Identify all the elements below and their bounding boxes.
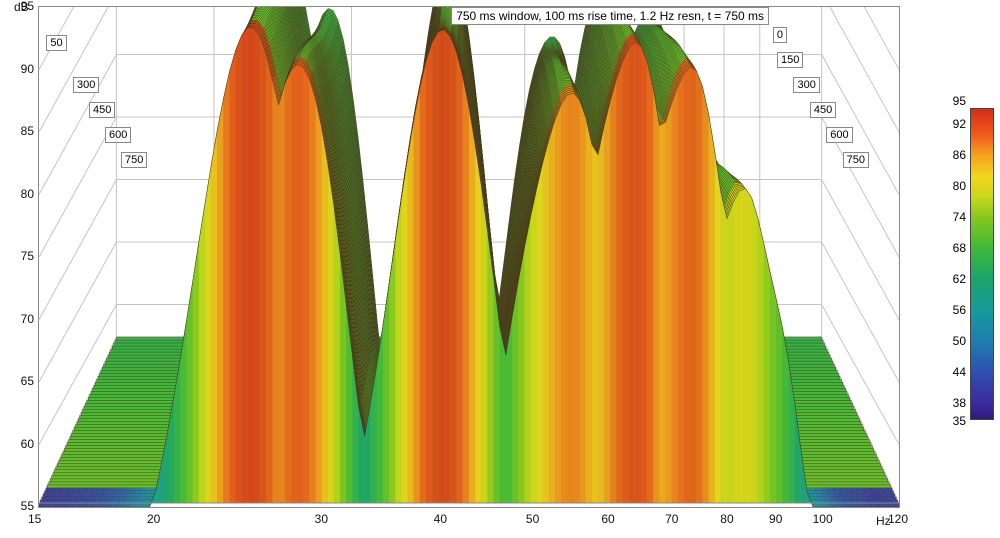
y-tick: 75 xyxy=(21,249,34,263)
legend-tick: 68 xyxy=(938,241,966,255)
depth-label: 450 xyxy=(89,102,115,118)
depth-label: 750 xyxy=(843,152,869,168)
x-tick: 40 xyxy=(434,512,447,526)
depth-label: 600 xyxy=(105,127,131,143)
legend-tick: 62 xyxy=(938,272,966,286)
y-tick: 95 xyxy=(21,0,34,13)
depth-label: 600 xyxy=(826,127,852,143)
depth-label: 150 xyxy=(777,52,803,68)
x-axis-unit: Hz xyxy=(876,514,891,528)
depth-label: 0 xyxy=(773,27,787,43)
depth-label: 450 xyxy=(810,102,836,118)
x-tick: 90 xyxy=(769,512,782,526)
y-tick: 60 xyxy=(21,437,34,451)
x-tick: 30 xyxy=(315,512,328,526)
x-tick: 20 xyxy=(147,512,160,526)
y-tick: 65 xyxy=(21,374,34,388)
legend-tick: 80 xyxy=(938,179,966,193)
legend-gradient xyxy=(970,108,994,420)
y-tick: 70 xyxy=(21,312,34,326)
y-tick: 90 xyxy=(21,62,34,76)
x-tick: 120 xyxy=(888,512,908,526)
waterfall-plot: 750 ms window, 100 ms rise time, 1.2 Hz … xyxy=(38,6,900,508)
plot-info-box: 750 ms window, 100 ms rise time, 1.2 Hz … xyxy=(451,7,769,25)
depth-label: 300 xyxy=(793,77,819,93)
legend-tick: 74 xyxy=(938,210,966,224)
depth-label: 50 xyxy=(46,35,66,51)
x-tick: 50 xyxy=(526,512,539,526)
legend-max: 95 xyxy=(938,94,966,108)
y-tick: 80 xyxy=(21,187,34,201)
depth-label: 750 xyxy=(121,152,147,168)
legend-tick: 92 xyxy=(938,117,966,131)
x-tick: 70 xyxy=(665,512,678,526)
legend-tick: 38 xyxy=(938,396,966,410)
x-tick: 60 xyxy=(601,512,614,526)
legend-tick: 44 xyxy=(938,365,966,379)
depth-label: 300 xyxy=(73,77,99,93)
x-tick: 100 xyxy=(813,512,833,526)
y-tick: 85 xyxy=(21,124,34,138)
legend-tick: 86 xyxy=(938,148,966,162)
x-tick: 15 xyxy=(28,512,41,526)
legend-min: 35 xyxy=(938,414,966,428)
color-legend: 95 92868074686256504438 35 xyxy=(938,98,998,428)
x-tick: 80 xyxy=(720,512,733,526)
y-tick: 55 xyxy=(21,499,34,513)
legend-tick: 50 xyxy=(938,334,966,348)
legend-tick: 56 xyxy=(938,303,966,317)
